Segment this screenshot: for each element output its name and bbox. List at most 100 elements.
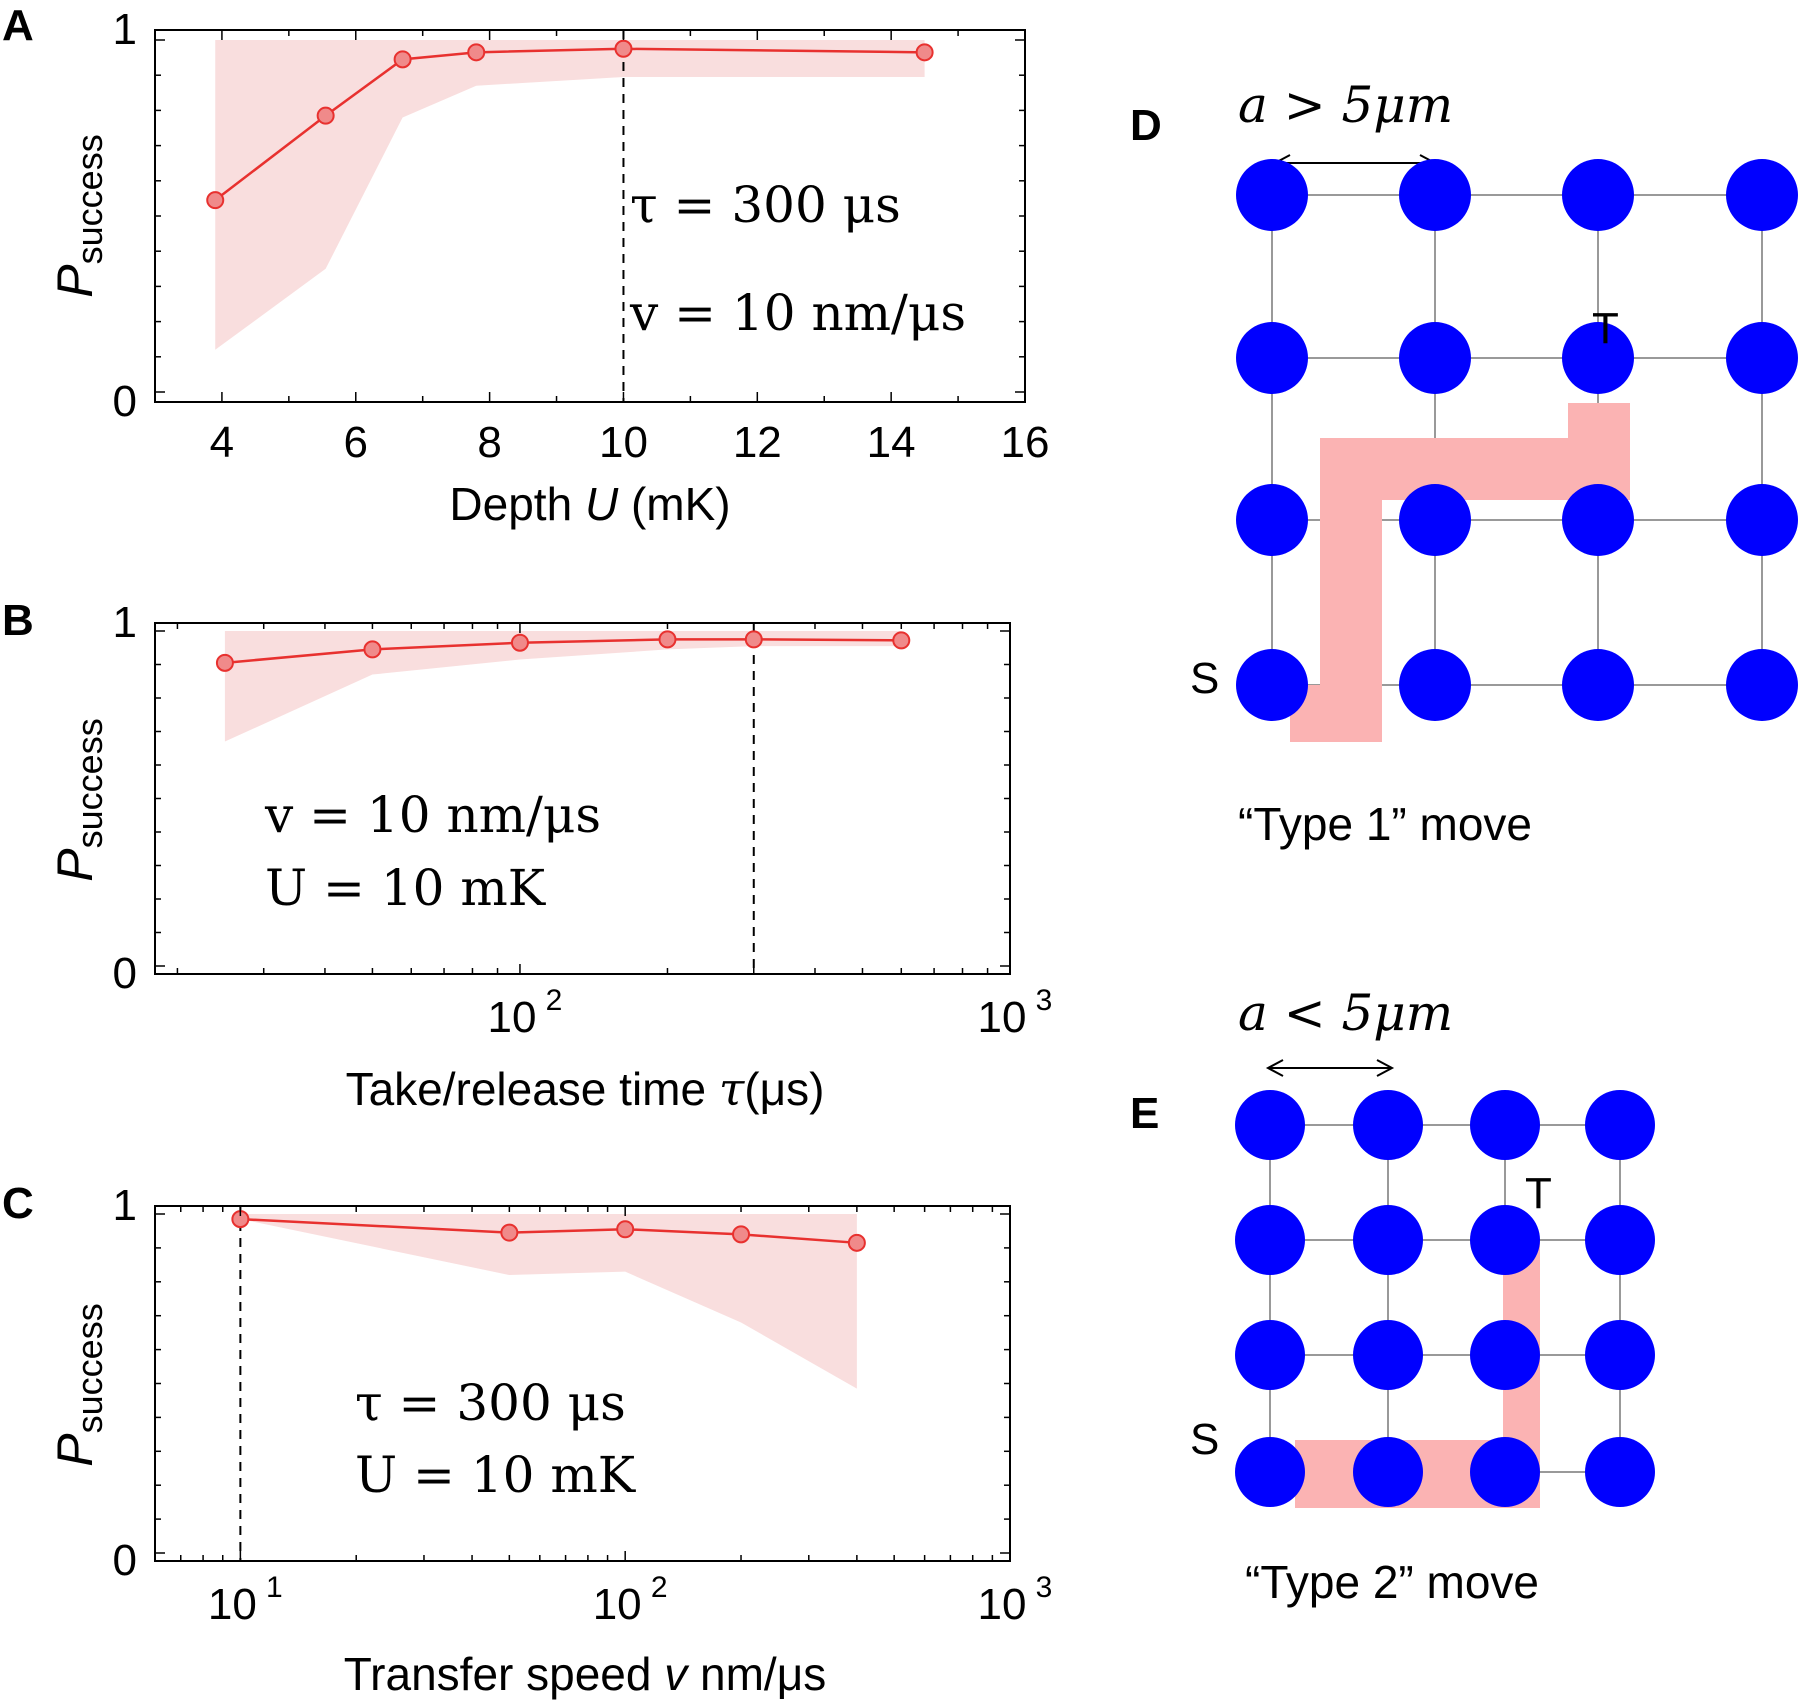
atom	[1585, 1437, 1655, 1507]
y-axis-label-c: Psuccess	[47, 1303, 110, 1466]
panel-letter-a: A	[2, 1, 34, 50]
atom	[1399, 649, 1471, 721]
data-point	[206, 191, 225, 210]
data-point	[467, 43, 486, 62]
x-tick-label: 6	[344, 418, 368, 467]
annotation-b-1: v = 10 nm/μs	[264, 786, 601, 844]
data-point	[316, 106, 335, 125]
x-tick-label: 10	[978, 993, 1027, 1042]
ytick-label-b-1: 1	[113, 598, 137, 647]
y-axis-label-b: Psuccess	[47, 718, 110, 881]
atom	[1470, 1090, 1540, 1160]
x-tick-label: 10	[593, 1580, 642, 1629]
atom	[1562, 484, 1634, 556]
x-axis-label-b: Take/release time τ(μs)	[346, 1062, 825, 1116]
ytick-label-c-0: 0	[113, 1536, 137, 1585]
atom	[1470, 1437, 1540, 1507]
data-point	[215, 653, 234, 672]
data-point	[892, 631, 911, 650]
panel-a: A 1 0 4 6 8 10 12 14 16 Depth U (mK) Psuccess …	[2, 1, 1049, 530]
spacing-arrow-e	[1265, 1059, 1395, 1077]
source-label-e: S	[1190, 1415, 1219, 1464]
annotation-a-1: τ = 300 μs	[630, 176, 901, 234]
x-axis-label-a: Depth U (mK)	[449, 478, 730, 530]
x-tick-label: 16	[1001, 418, 1050, 467]
x-tick-exponent: 3	[1036, 984, 1053, 1017]
x-tick-label: 4	[210, 418, 234, 467]
atom	[1235, 1320, 1305, 1390]
panel-c: C 1 0 10 1 10 2 10 3 Transfer speed v nm/μs P…	[2, 1179, 1052, 1700]
target-label-d: T	[1592, 304, 1619, 353]
data-point	[658, 630, 677, 649]
atom	[1726, 159, 1798, 231]
x-tick-label: 12	[733, 418, 782, 467]
caption-e: “Type 2” move	[1245, 1556, 1539, 1608]
atom	[1353, 1205, 1423, 1275]
source-label-d: S	[1190, 654, 1219, 703]
atom	[1399, 322, 1471, 394]
confidence-band-b	[224, 631, 902, 742]
atom	[1585, 1320, 1655, 1390]
atom	[1562, 322, 1634, 394]
panel-letter-e: E	[1130, 1089, 1159, 1138]
atom	[1353, 1320, 1423, 1390]
panel-b: B 1 0 10 2 10 3 Take/release time τ(μs) Psu…	[2, 596, 1052, 1116]
x-tick-exponent: 2	[546, 984, 563, 1017]
target-label-e: T	[1525, 1169, 1552, 1218]
atom	[1399, 159, 1471, 231]
atom	[1236, 159, 1308, 231]
atom	[1562, 159, 1634, 231]
data-point	[500, 1223, 519, 1242]
series-line-a	[214, 47, 925, 202]
y-axis-label-a: Psuccess	[47, 134, 110, 297]
x-axis-label-c: Transfer speed v nm/μs	[344, 1648, 826, 1700]
panel-d: D a > 5μm T S “Type 1” move	[1130, 76, 1798, 850]
x-tick-label: 10	[208, 1580, 257, 1629]
x-tick-label: 10	[978, 1580, 1027, 1629]
ytick-label-a-0: 0	[113, 377, 137, 426]
x-tick-exponent: 3	[1036, 1571, 1053, 1604]
atom	[1585, 1205, 1655, 1275]
caption-d: “Type 1” move	[1238, 798, 1532, 850]
data-point	[847, 1233, 866, 1252]
series-line-b	[224, 638, 902, 665]
atom	[1470, 1320, 1540, 1390]
data-point	[616, 1220, 635, 1239]
x-tick-label: 10	[599, 418, 648, 467]
atom	[1353, 1090, 1423, 1160]
ytick-label-b-0: 0	[113, 949, 137, 998]
data-point	[744, 630, 763, 649]
atom	[1235, 1205, 1305, 1275]
data-point	[732, 1225, 751, 1244]
panel-letter-b: B	[2, 596, 34, 645]
panel-letter-c: C	[2, 1179, 34, 1228]
atom	[1585, 1090, 1655, 1160]
spacing-label-d: a > 5μm	[1238, 76, 1453, 134]
data-point	[393, 50, 412, 69]
x-tick-exponent: 1	[266, 1571, 283, 1604]
atom	[1470, 1205, 1540, 1275]
annotation-a-2: v = 10 nm/μs	[629, 284, 966, 342]
x-tick-exponent: 2	[651, 1571, 668, 1604]
atom	[1726, 484, 1798, 556]
atom	[1562, 649, 1634, 721]
atom	[1236, 649, 1308, 721]
x-tick-label: 14	[867, 418, 916, 467]
data-point	[614, 39, 633, 58]
atom	[1235, 1437, 1305, 1507]
panel-letter-d: D	[1130, 101, 1162, 150]
atom	[1399, 484, 1471, 556]
atom	[1235, 1090, 1305, 1160]
annotation-c-2: U = 10 mK	[355, 1446, 637, 1504]
atom	[1236, 322, 1308, 394]
move-path-d	[1290, 403, 1630, 742]
annotation-b-2: U = 10 mK	[265, 859, 547, 917]
atom	[1726, 322, 1798, 394]
x-tick-label: 10	[487, 993, 536, 1042]
spacing-label-e: a < 5μm	[1238, 984, 1453, 1042]
data-point	[510, 633, 529, 652]
data-point	[363, 640, 382, 659]
move-path-e	[1295, 1240, 1540, 1508]
confidence-band-c	[240, 1214, 857, 1389]
